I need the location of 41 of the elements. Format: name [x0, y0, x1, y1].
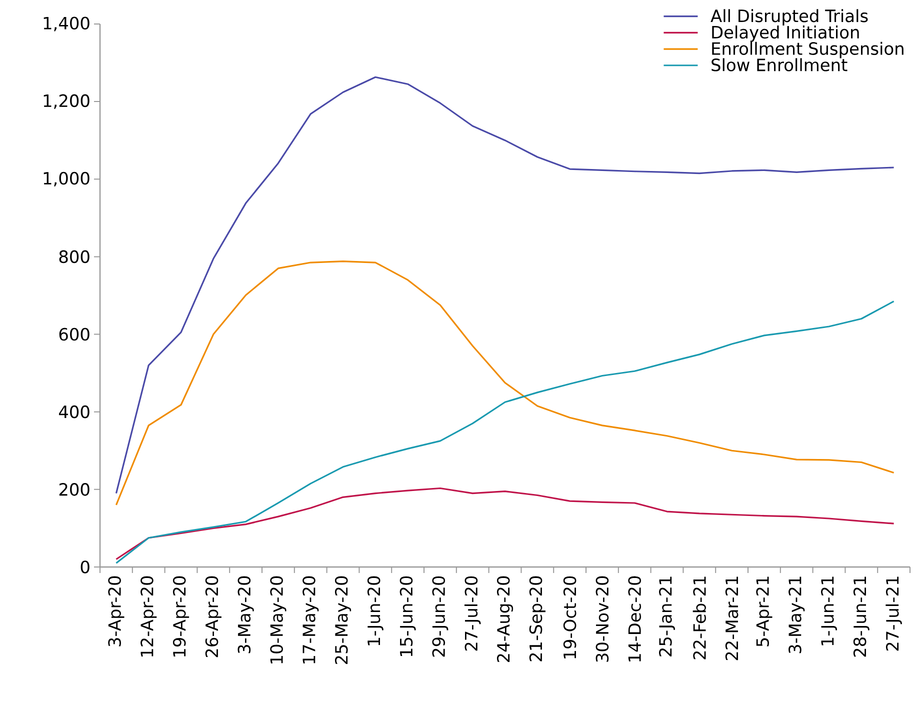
x-tick-label: 3-Apr-20	[108, 576, 124, 646]
x-tick-label: 30-Nov-20	[596, 576, 609, 662]
x-tick-label: 21-Sep-20	[529, 576, 546, 662]
legend-label: Delayed Initiation	[712, 26, 859, 42]
x-tick-label: 25-Jan-21	[659, 576, 675, 656]
x-tick-label: 27-Jul-20	[464, 576, 481, 651]
line-series	[115, 487, 895, 560]
legend-label: All Disrupted Trials	[710, 9, 868, 26]
x-tick-label: 19-Oct-20	[563, 576, 576, 658]
y-tick-label: 800	[59, 250, 90, 264]
line-series	[115, 76, 895, 494]
x-tick-label: 3-May-20	[238, 576, 254, 654]
y-tick-label: 0	[80, 560, 90, 574]
line-series	[115, 260, 895, 506]
y-tick-label: 1,400	[44, 16, 90, 32]
x-tick-label: 15-Jun-20	[400, 576, 416, 656]
y-tick-label: 1,200	[44, 94, 90, 109]
x-tick-label: 5-Apr-21	[756, 576, 772, 646]
x-tick-label: 28-Jun-21	[853, 576, 870, 657]
y-tick-label: 1,000	[44, 172, 90, 186]
x-tick-label: 10-May-20	[270, 576, 286, 664]
x-tick-label: 26-Apr-20	[205, 576, 222, 658]
x-tick-label: 27-Jul-21	[886, 576, 902, 651]
legend-label: Slow Enrollment	[712, 58, 848, 72]
legend-label: Enrollment Suspension	[712, 42, 904, 58]
x-tick-label: 22-Mar-21	[725, 576, 738, 660]
y-tick-label: 200	[59, 483, 90, 496]
x-tick-label: 19-Apr-20	[172, 576, 190, 656]
x-tick-label: 17-May-20	[302, 576, 319, 664]
x-tick-label: 3-May-21	[788, 576, 805, 654]
x-tick-label: 12-Apr-20	[140, 576, 157, 656]
y-tick-label: 600	[59, 328, 90, 341]
x-tick-label: 1-Jun-21	[821, 576, 837, 646]
line-series	[115, 300, 895, 564]
x-tick-label: 22-Feb-21	[692, 576, 706, 660]
x-tick-label: 29-Jun-20	[432, 576, 448, 657]
x-tick-label: 25-May-20	[334, 576, 352, 664]
x-tick-label: 1-Jun-20	[367, 576, 384, 646]
y-tick-label: 400	[58, 405, 90, 418]
x-tick-label: 24-Aug-20	[496, 576, 514, 662]
x-tick-label: 14-Dec-20	[628, 576, 642, 662]
